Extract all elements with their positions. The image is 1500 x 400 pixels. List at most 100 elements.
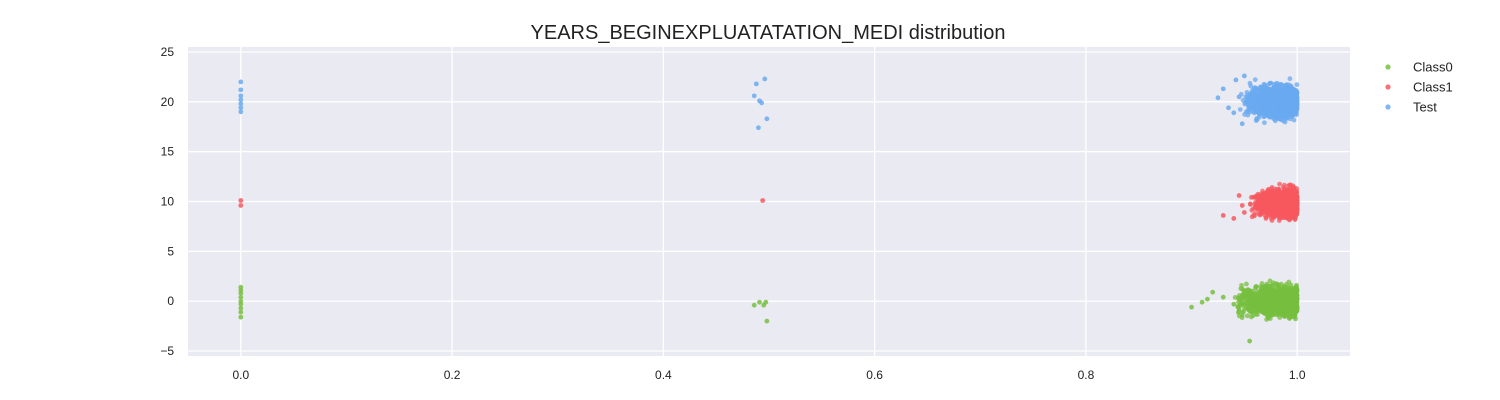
point	[238, 97, 244, 103]
point	[764, 318, 770, 324]
point	[238, 105, 244, 111]
point	[1267, 80, 1273, 86]
point	[1289, 101, 1295, 107]
point	[1262, 212, 1268, 218]
point	[1291, 112, 1296, 118]
point	[1288, 310, 1294, 316]
point	[1239, 121, 1245, 127]
point	[1269, 184, 1275, 190]
point	[238, 301, 244, 307]
point	[238, 309, 244, 315]
point	[1248, 293, 1254, 298]
y-tick-label: 0	[167, 294, 174, 308]
point	[1278, 311, 1284, 317]
point	[1282, 293, 1287, 299]
point	[238, 198, 244, 203]
x-tick-label: 0.2	[444, 368, 461, 382]
point	[1246, 288, 1252, 293]
point	[1269, 206, 1275, 212]
point	[1281, 92, 1287, 98]
point	[1255, 93, 1261, 99]
point	[1262, 87, 1268, 93]
point	[1264, 303, 1270, 308]
scatter-points	[238, 73, 1300, 344]
x-tick-label: 0.0	[232, 368, 249, 382]
point	[1290, 196, 1296, 202]
point	[1275, 93, 1281, 99]
point	[1266, 192, 1272, 198]
point	[1267, 278, 1273, 284]
grid-lines	[188, 47, 1350, 356]
point	[1220, 213, 1226, 218]
point	[762, 76, 768, 82]
point	[1260, 110, 1266, 116]
x-tick-label: 1.0	[1289, 368, 1306, 382]
point	[1285, 207, 1291, 212]
point	[1294, 300, 1299, 305]
point	[238, 305, 244, 311]
legend-item-class0: Class0	[1385, 60, 1453, 75]
point	[1287, 112, 1292, 118]
point	[1236, 94, 1242, 100]
x-tick-label: 0.6	[866, 368, 883, 382]
point	[1247, 80, 1253, 86]
point	[1273, 111, 1279, 117]
point	[1282, 193, 1288, 199]
point	[1233, 77, 1239, 83]
point	[753, 81, 759, 87]
point	[1215, 95, 1221, 101]
legend-marker	[1385, 104, 1391, 110]
point	[1276, 211, 1282, 217]
point	[1294, 190, 1300, 196]
point	[1294, 195, 1300, 201]
point	[1275, 304, 1281, 310]
point	[1231, 216, 1237, 221]
point	[238, 87, 244, 93]
point	[1249, 100, 1255, 106]
point	[238, 101, 244, 107]
y-tick-label: 20	[161, 95, 175, 109]
point	[1264, 203, 1270, 208]
point	[760, 198, 766, 203]
point	[1287, 189, 1293, 195]
y-tick-label: 15	[161, 145, 175, 159]
point	[1294, 82, 1300, 88]
point	[1242, 112, 1248, 117]
point	[1262, 101, 1267, 106]
point	[1246, 94, 1252, 100]
point	[1245, 301, 1250, 307]
point	[1249, 299, 1255, 305]
point	[1276, 291, 1282, 297]
point	[751, 302, 757, 308]
point	[1286, 195, 1292, 201]
point	[1240, 97, 1246, 103]
legend: Class0 Class1 Test	[1385, 60, 1453, 115]
point	[1261, 195, 1267, 201]
point	[1189, 304, 1194, 310]
point	[1287, 76, 1293, 82]
point	[1262, 82, 1268, 88]
x-tick-label: 0.8	[1078, 368, 1095, 382]
point	[1231, 301, 1237, 307]
y-tick-label: −5	[160, 344, 174, 358]
point	[1294, 210, 1300, 216]
point	[1256, 201, 1262, 206]
point	[1237, 107, 1243, 112]
point	[1274, 80, 1279, 86]
y-tick-label: 25	[161, 45, 175, 59]
point	[1290, 302, 1295, 308]
point	[1253, 118, 1259, 123]
point	[1265, 91, 1271, 97]
point	[238, 109, 244, 115]
point	[1256, 114, 1262, 120]
point	[1270, 283, 1276, 288]
point	[1290, 297, 1295, 303]
point	[1253, 284, 1259, 289]
point	[238, 203, 244, 208]
point	[1272, 193, 1278, 199]
point	[1268, 304, 1274, 310]
point	[1241, 305, 1247, 310]
point	[1256, 294, 1262, 300]
point	[1236, 308, 1242, 314]
